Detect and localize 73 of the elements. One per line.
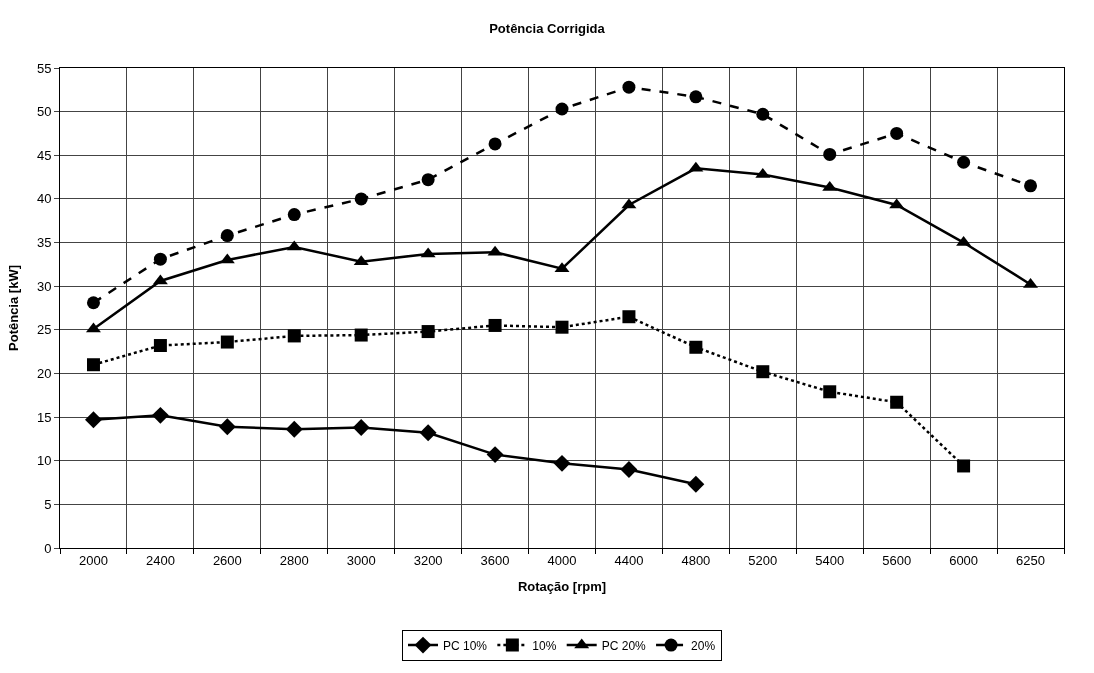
x-tick-label: 2600 [212, 552, 242, 568]
point [354, 192, 368, 206]
point [352, 419, 370, 437]
y-tick-label: 15 [36, 409, 52, 425]
x-tick-label: 2400 [145, 552, 175, 568]
point [957, 459, 971, 473]
x-tick-label: 5600 [882, 552, 912, 568]
point [218, 418, 236, 436]
point [488, 318, 502, 332]
y-tick-label: 55 [36, 60, 52, 76]
x-tick-label: 4000 [547, 552, 577, 568]
point [689, 90, 703, 104]
point [86, 296, 100, 310]
point [220, 229, 234, 243]
point [957, 155, 971, 169]
y-tick-label: 50 [36, 104, 52, 120]
legend-label: 20% [691, 638, 716, 653]
point [823, 385, 837, 399]
x-tick-label: 5400 [815, 552, 845, 568]
x-tick-label: 6000 [949, 552, 979, 568]
y-tick-label: 40 [36, 191, 52, 207]
x-tick-label: 2800 [279, 552, 309, 568]
y-tick-label: 5 [44, 496, 52, 512]
y-tick-label: 45 [36, 147, 52, 163]
legend-label: PC 20% [601, 638, 647, 653]
x-axis-title: Rotação [rpm] [517, 579, 607, 595]
x-tick-label: 3200 [413, 552, 443, 568]
chart-title: Potência Corrigida [489, 20, 606, 36]
point [488, 137, 502, 151]
legend-label: PC 10% [443, 638, 488, 653]
y-tick-label: 25 [36, 322, 52, 338]
point [890, 395, 904, 409]
x-tick-label: 2000 [79, 552, 108, 568]
y-tick-label: 10 [36, 453, 52, 469]
x-tick-label: 3000 [346, 552, 376, 568]
point [285, 420, 303, 438]
point [419, 424, 437, 442]
point [220, 335, 234, 349]
point [555, 320, 569, 334]
point [756, 365, 770, 379]
point [622, 310, 636, 324]
point [620, 461, 638, 478]
point [687, 475, 705, 493]
point [151, 406, 169, 424]
y-axis-title: Potência [kW] [5, 265, 21, 351]
point [1024, 179, 1038, 193]
point [287, 329, 301, 343]
point [689, 340, 703, 354]
point [86, 358, 100, 372]
y-tick-label: 30 [36, 278, 52, 294]
x-tick-label: 4800 [681, 552, 711, 568]
point [421, 325, 435, 339]
point [756, 107, 770, 121]
point [153, 252, 167, 266]
point [354, 328, 368, 342]
point [622, 80, 636, 94]
y-tick-label: 20 [36, 366, 52, 381]
point [553, 454, 571, 472]
point [890, 126, 904, 140]
point [555, 102, 569, 116]
x-tick-label: 5200 [748, 552, 778, 568]
point [823, 147, 837, 161]
point [421, 173, 435, 187]
x-tick-label: 3600 [480, 552, 510, 568]
legend-label: 10% [532, 638, 557, 653]
y-tick-label: 35 [36, 235, 52, 251]
point [85, 411, 102, 429]
x-tick-label: 4400 [614, 552, 644, 568]
x-tick-label: 6250 [1016, 552, 1045, 568]
y-tick-label: 0 [44, 540, 52, 556]
point [486, 446, 504, 464]
point [153, 339, 167, 353]
point [287, 208, 301, 222]
